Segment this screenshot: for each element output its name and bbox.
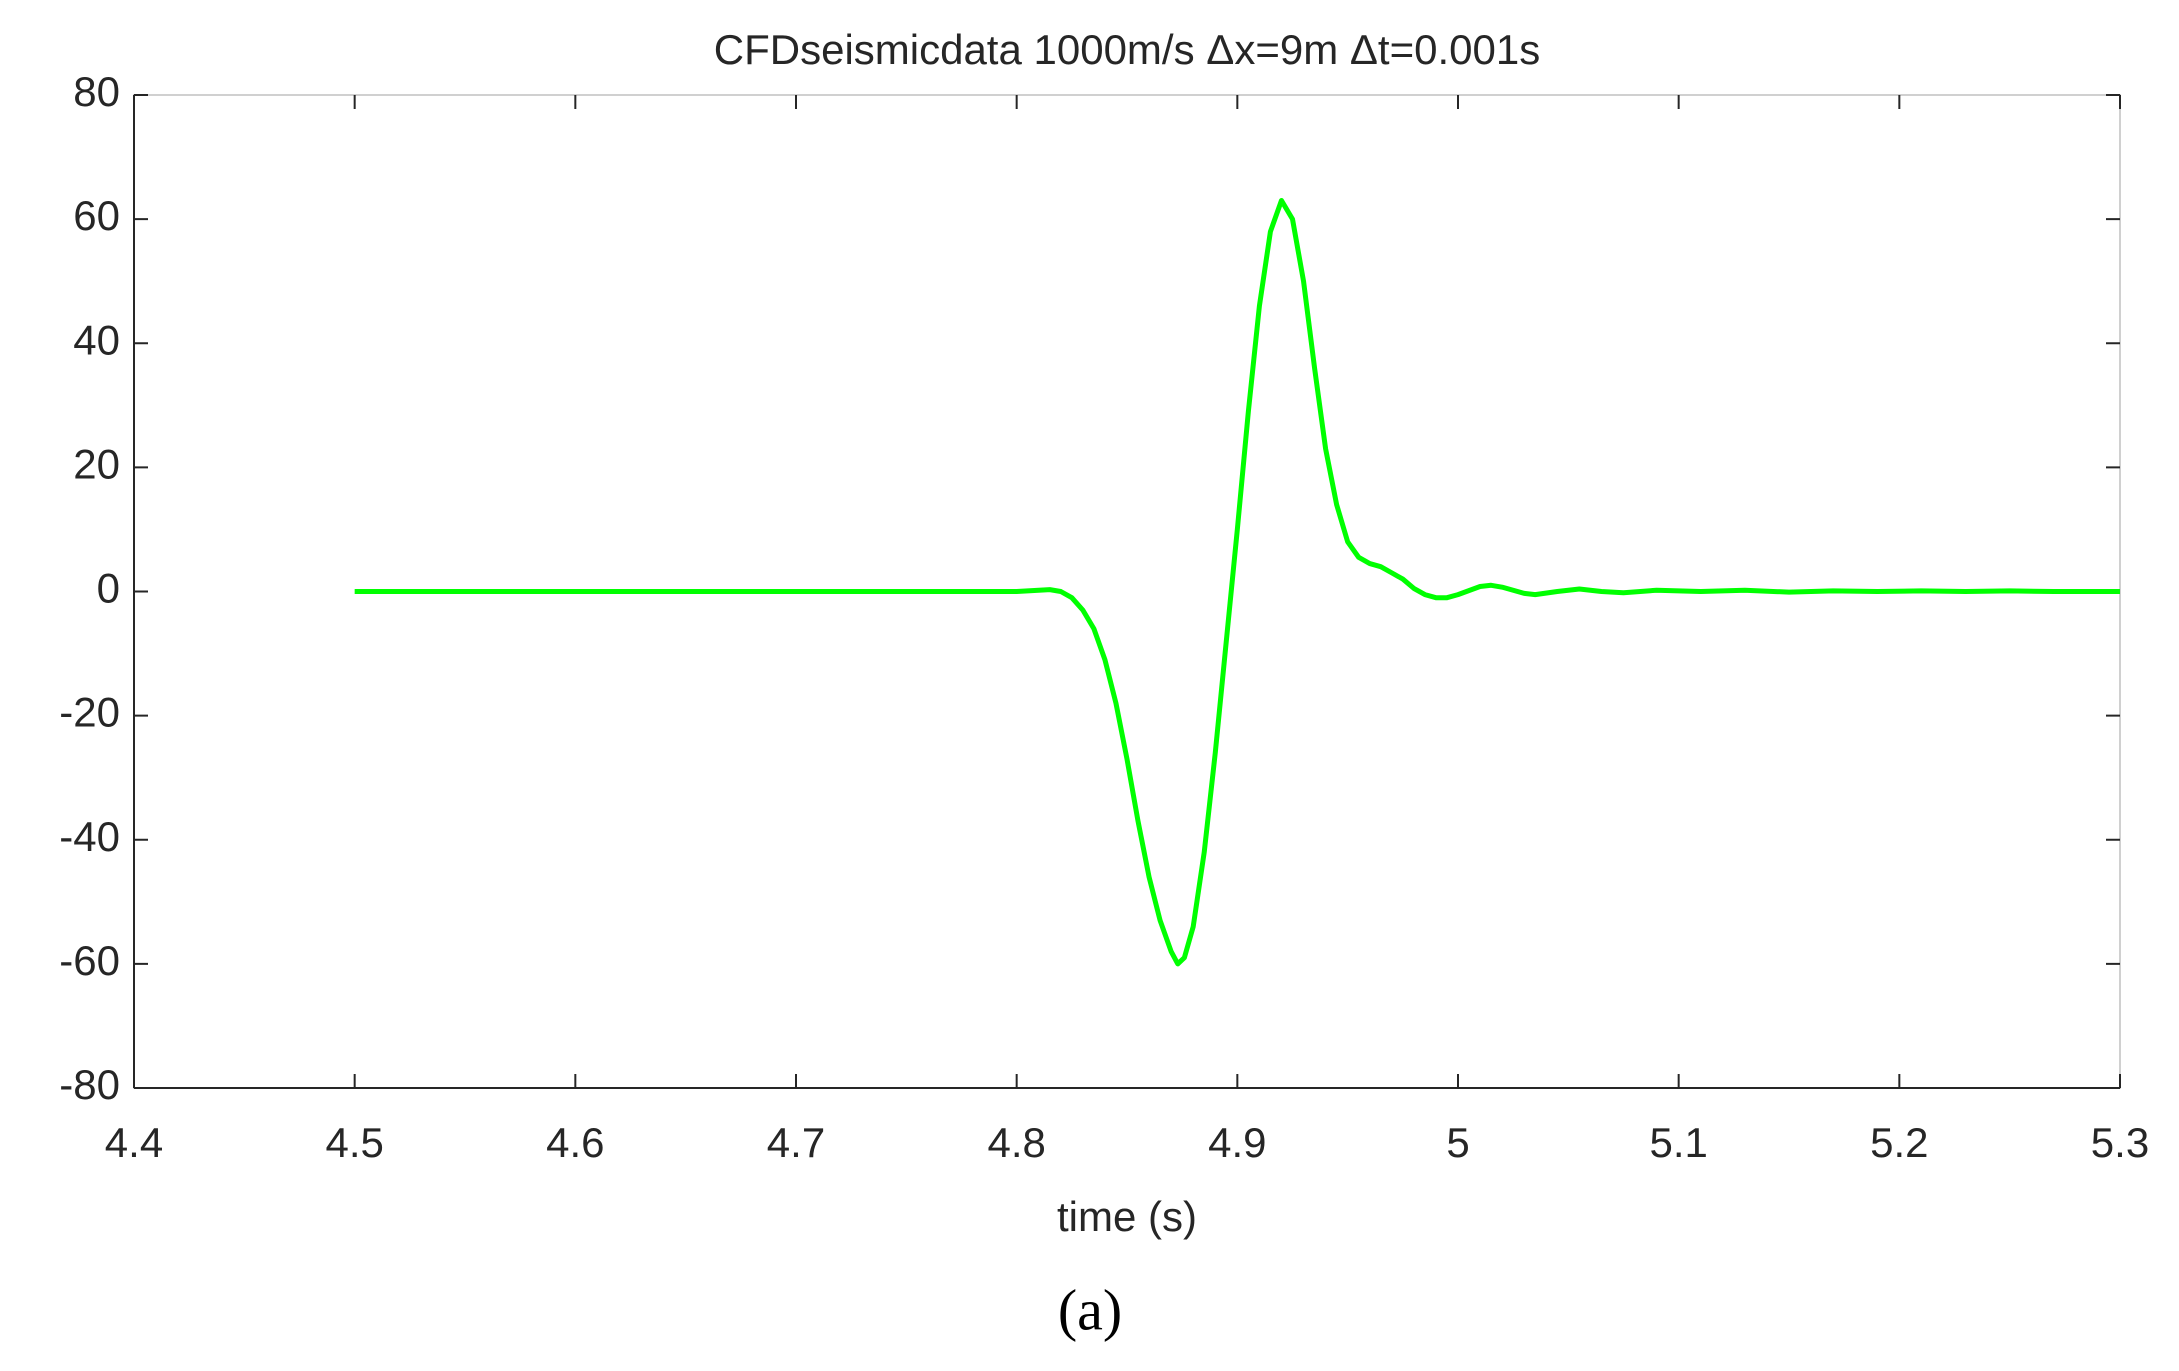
x-tick-label: 4.5 [325,1119,383,1166]
x-tick-label: 4.8 [987,1119,1045,1166]
y-tick-label: 40 [73,316,120,363]
y-tick-label: 20 [73,440,120,487]
data-line [354,198,2120,967]
x-tick-label: 5.2 [1870,1119,1928,1166]
y-tick-label: 60 [73,192,120,239]
y-tick-label: -80 [59,1061,120,1108]
x-tick-label: 5 [1446,1119,1469,1166]
x-tick-label: 4.6 [546,1119,604,1166]
chart-title: CFDseismicdata 1000m/s Δx=9m Δt=0.001s [714,26,1540,73]
y-tick-label: -40 [59,813,120,860]
panel-caption: (a) [1058,1277,1122,1342]
x-tick-label: 4.9 [1208,1119,1266,1166]
x-tick-label: 5.3 [2091,1119,2149,1166]
x-axis-label: time (s) [1057,1193,1197,1240]
x-tick-label: 5.1 [1649,1119,1707,1166]
x-tick-label: 4.4 [105,1119,163,1166]
x-tick-label: 4.7 [767,1119,825,1166]
y-tick-label: -60 [59,937,120,984]
y-tick-label: -20 [59,689,120,736]
y-tick-label: 0 [97,565,120,612]
y-tick-label: 80 [73,68,120,115]
